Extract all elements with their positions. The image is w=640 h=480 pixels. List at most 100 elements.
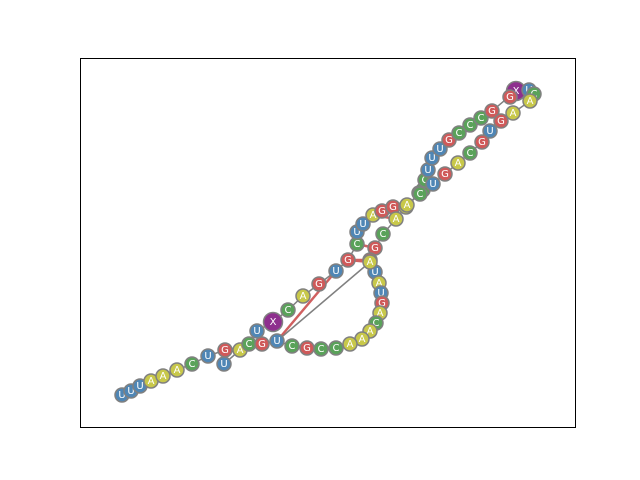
nucleotide-label: U — [127, 386, 134, 397]
nucleotide-53: A — [399, 197, 415, 213]
nucleotide-13: G — [254, 336, 270, 352]
nucleotide-label: U — [486, 126, 493, 137]
nucleotide-label: C — [456, 128, 463, 139]
nucleotide-label: G — [445, 135, 453, 146]
nucleotide-label: C — [333, 343, 340, 354]
nucleotide-layer: UUUAAACUGUACGUXCAGUGCUUAGGAACCUUUGCCCGXG… — [114, 80, 542, 403]
nucleotide-8: U — [200, 348, 216, 364]
nucleotide-label: C — [289, 341, 296, 352]
nucleotide-55: C — [375, 226, 391, 242]
nucleotide-label: G — [371, 243, 379, 254]
nucleotide-circle — [473, 110, 489, 126]
nucleotide-37: C — [473, 110, 489, 126]
nucleotide-46: U — [482, 123, 498, 139]
nucleotide-circle — [284, 338, 300, 354]
nucleotide-6: A — [169, 362, 185, 378]
nucleotide-label: G — [315, 279, 323, 290]
nucleotide-label: G — [378, 206, 386, 217]
nucleotide-48: C — [462, 145, 478, 161]
nucleotide-circle — [399, 197, 415, 213]
nucleotide-label: A — [347, 339, 354, 350]
nucleotide-label: A — [510, 108, 517, 119]
nucleotide-circle — [155, 368, 171, 384]
nucleotide-label: A — [237, 345, 244, 356]
nucleotide-17: A — [295, 288, 311, 304]
nucleotide-label: A — [455, 158, 462, 169]
nucleotide-label: C — [467, 120, 474, 131]
nucleotide-51: U — [425, 176, 441, 192]
plot-frame — [80, 58, 576, 428]
nucleotide-circle — [340, 252, 356, 268]
nucleotide-45: G — [493, 113, 509, 129]
nucleotide-38: G — [484, 103, 500, 119]
nucleotide-circle — [474, 134, 490, 150]
nucleotide-label: C — [422, 175, 429, 186]
nucleotide-54: A — [388, 211, 404, 227]
nucleotide-circle — [362, 254, 378, 270]
nucleotide-label: G — [497, 116, 505, 127]
nucleotide-label: A — [174, 365, 181, 376]
nucleotide-label: U — [118, 390, 125, 401]
nucleotide-label: C — [318, 344, 325, 355]
nucleotide-12: C — [241, 336, 257, 352]
nucleotide-label: U — [332, 266, 339, 277]
nucleotide-43: A — [522, 93, 538, 109]
nucleotide-circle — [375, 226, 391, 242]
nucleotide-circle — [269, 333, 285, 349]
nucleotide-label: A — [393, 214, 400, 225]
nucleotide-18: G — [311, 276, 327, 292]
nucleotide-label: G — [478, 137, 486, 148]
nucleotide-circle — [412, 186, 428, 202]
nucleotide-label: G — [441, 169, 449, 180]
nucleotide-36: C — [462, 117, 478, 133]
nucleotide-label: A — [376, 278, 383, 289]
nucleotide-circle — [342, 336, 358, 352]
nucleotide-label: X — [270, 317, 277, 328]
nucleotide-label: U — [220, 359, 227, 370]
nucleotide-14: U — [249, 323, 265, 339]
nucleotide-label: G — [488, 106, 496, 117]
nucleotide-circle — [450, 155, 466, 171]
nucleotide-23: U — [355, 216, 371, 232]
nucleotide-circle — [280, 302, 296, 318]
nucleotide-label: C — [189, 359, 196, 370]
nucleotide-label: U — [424, 165, 431, 176]
nucleotide-circle — [254, 336, 270, 352]
nucleotide-50: G — [437, 166, 453, 182]
nucleotide-label: A — [367, 326, 374, 337]
nucleotide-circle — [388, 211, 404, 227]
nucleotide-label: C — [246, 339, 253, 350]
nucleotide-72: A — [362, 254, 378, 270]
nucleotide-label: G — [258, 339, 266, 350]
nucleotide-label: U — [429, 179, 436, 190]
nucleotide-10: U — [216, 356, 232, 372]
nucleotide-label: G — [344, 255, 352, 266]
nucleotide-label: C — [354, 239, 361, 250]
nucleotide-label: G — [389, 202, 397, 213]
nucleotide-35: C — [451, 125, 467, 141]
nucleotide-label: A — [148, 376, 155, 387]
nucleotide-label: A — [359, 334, 366, 345]
nucleotide-52: C — [412, 186, 428, 202]
nucleotide-label: U — [436, 144, 443, 155]
nucleotide-label: C — [380, 229, 387, 240]
nucleotide-circle — [451, 125, 467, 141]
nucleotide-label: U — [371, 267, 378, 278]
nucleotide-66: A — [342, 336, 358, 352]
nucleotide-15: X — [262, 311, 284, 333]
nucleotide-label: C — [373, 318, 380, 329]
nucleotide-circle — [200, 348, 216, 364]
nucleotide-9: G — [217, 342, 233, 358]
nucleotide-label: A — [367, 257, 374, 268]
nucleotide-label: A — [404, 200, 411, 211]
nucleotide-5: A — [155, 368, 171, 384]
nucleotide-label: U — [204, 351, 211, 362]
nucleotide-label: X — [513, 86, 520, 97]
nucleotide-circle — [462, 117, 478, 133]
nucleotide-label: G — [378, 298, 386, 309]
nucleotide-label: A — [300, 291, 307, 302]
nucleotide-47: G — [474, 134, 490, 150]
nucleotide-label: U — [273, 336, 280, 347]
nucleotide-69: G — [299, 340, 315, 356]
